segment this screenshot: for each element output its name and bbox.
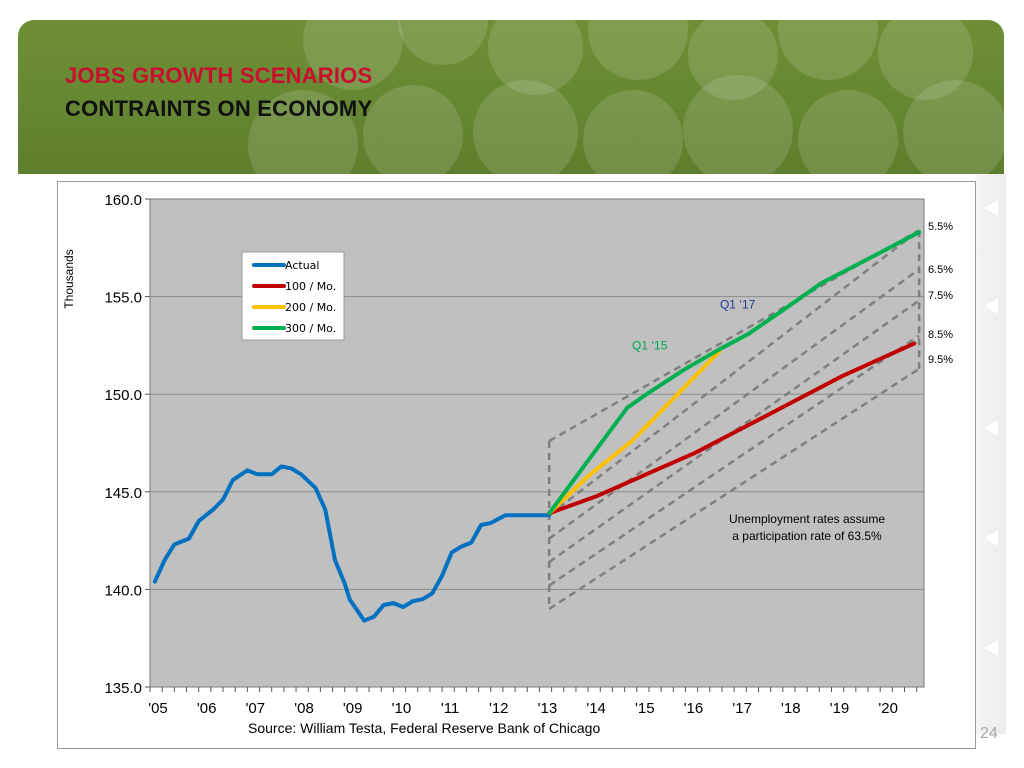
- decor-circle: [473, 80, 578, 174]
- annotation-note-line1: Unemployment rates assume: [729, 512, 885, 526]
- x-tick-label: '15: [635, 700, 655, 717]
- decor-circle: [798, 90, 898, 174]
- legend-label: 300 / Mo.: [285, 322, 336, 335]
- chevron-left-icon: [984, 530, 998, 546]
- decor-circle: [583, 90, 683, 174]
- y-tick-label: 155.0: [104, 290, 142, 307]
- annotation-note-line2: a participation rate of 63.5%: [732, 529, 882, 543]
- x-tick-label: '09: [343, 700, 363, 717]
- decor-circle: [683, 75, 793, 174]
- source-note: Source: William Testa, Federal Reserve B…: [248, 720, 601, 736]
- band-label: 7.5%: [928, 290, 953, 302]
- x-tick-label: '14: [586, 700, 606, 717]
- legend-label: Actual: [285, 259, 319, 272]
- band-label: 9.5%: [928, 354, 953, 366]
- chart-frame: 135.0 140.0 145.0 150.0 155.0 160.0 '05 '06 '07 '…: [57, 181, 976, 749]
- jobs-chart: 135.0 140.0 145.0 150.0 155.0 160.0 '05 '06 '07 '…: [62, 192, 953, 717]
- decor-circle: [363, 85, 463, 174]
- slide-title: JOBS GROWTH SCENARIOS: [65, 63, 373, 88]
- header-band: [18, 20, 1004, 174]
- decor-circle: [398, 20, 488, 65]
- legend-label: 100 / Mo.: [285, 280, 336, 293]
- chevron-left-icon: [984, 640, 998, 656]
- unemployment-band-line: [548, 334, 920, 587]
- decor-circle: [778, 20, 878, 80]
- x-tick-label: '05: [148, 700, 168, 717]
- unemployment-band-line: [548, 268, 920, 540]
- x-tick-label: '12: [489, 700, 509, 717]
- series-line: [547, 230, 922, 516]
- series-line: [152, 464, 552, 623]
- unemployment-band-line: [548, 367, 920, 610]
- x-tick-label: '18: [781, 700, 801, 717]
- y-tick-label: 140.0: [104, 582, 142, 599]
- annotation-q1-17: Q1 ‘17: [720, 297, 756, 311]
- x-tick-label: '11: [441, 700, 459, 717]
- band-label: 8.5%: [928, 329, 953, 341]
- x-tick-label: '13: [538, 700, 558, 717]
- x-tick-label: '08: [294, 700, 314, 717]
- annotation-q1-15: Q1 ‘15: [632, 338, 668, 352]
- slide-subtitle: CONTRAINTS ON ECONOMY: [65, 96, 373, 121]
- x-tick-label: '19: [830, 700, 850, 717]
- x-tick-label: '07: [246, 700, 266, 717]
- chevron-left-icon: [984, 420, 998, 436]
- decor-circle: [903, 80, 1004, 174]
- chevron-left-icon: [984, 298, 998, 314]
- decor-circle: [688, 20, 778, 100]
- band-label: 5.5%: [928, 221, 953, 233]
- y-tick-label: 135.0: [104, 680, 142, 697]
- decor-circle: [588, 20, 688, 80]
- x-tick-label: '06: [197, 700, 217, 717]
- legend-label: 200 / Mo.: [285, 301, 336, 314]
- series-line: [547, 341, 917, 516]
- decor-circle: [878, 20, 973, 100]
- y-axis-title: Thousands: [62, 249, 76, 308]
- y-tick-label: 150.0: [104, 387, 142, 404]
- series-line: [547, 349, 722, 516]
- decor-circle: [488, 20, 583, 95]
- x-tick-label: '16: [684, 700, 704, 717]
- y-tick-label: 160.0: [104, 192, 142, 209]
- decor-circle: [248, 90, 358, 174]
- unemployment-band-line: [548, 299, 920, 564]
- x-tick-label: '10: [392, 700, 412, 717]
- x-tick-label: '20: [878, 700, 898, 717]
- page-number: 24: [980, 725, 998, 742]
- y-tick-label: 145.0: [104, 485, 142, 502]
- band-label: 6.5%: [928, 264, 953, 276]
- x-tick-label: '17: [732, 700, 752, 717]
- chevron-left-icon: [984, 200, 998, 216]
- unemployment-band-line: [548, 229, 920, 517]
